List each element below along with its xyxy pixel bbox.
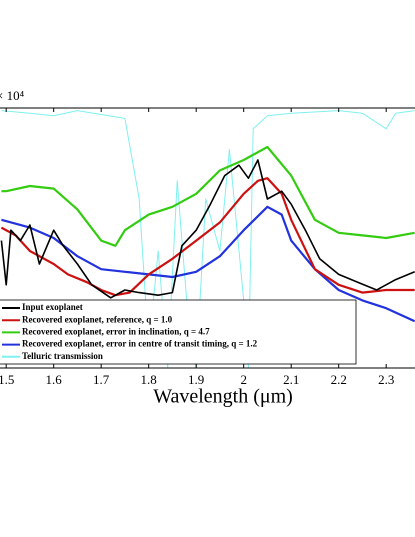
series-line xyxy=(0,159,415,299)
series-line xyxy=(1,205,415,323)
series-line xyxy=(0,177,415,297)
legend-box xyxy=(0,299,357,365)
x-axis-label: Wavelength (μm) xyxy=(153,386,293,408)
x-tick-label: 1.7 xyxy=(93,372,110,387)
legend-label: Telluric transmission xyxy=(22,351,103,361)
legend-label: Recovered exoplanet, error in centre of … xyxy=(22,339,258,349)
x-tick-label: 2.2 xyxy=(331,372,347,387)
x-tick-label: 1.6 xyxy=(46,372,63,387)
x-tick-label: 1.8 xyxy=(141,372,157,387)
x-tick-label: 2.3 xyxy=(378,372,394,387)
x-tick-label: 2 xyxy=(240,372,247,387)
y-multiplier: × 10⁴ xyxy=(0,88,25,103)
legend-label: Recovered exoplanet, error in inclinatio… xyxy=(22,326,210,336)
legend-label: Recovered exoplanet, reference, q = 1.0 xyxy=(22,314,173,324)
series-line xyxy=(1,145,415,247)
x-tick-label: 2.1 xyxy=(283,372,299,387)
x-tick-label: 1.5 xyxy=(0,372,14,387)
x-tick-label: 1.9 xyxy=(188,372,204,387)
legend: Telluric transmission Recovered exoplanet… xyxy=(0,299,357,365)
legend-label: Input exoplanet xyxy=(22,302,83,312)
